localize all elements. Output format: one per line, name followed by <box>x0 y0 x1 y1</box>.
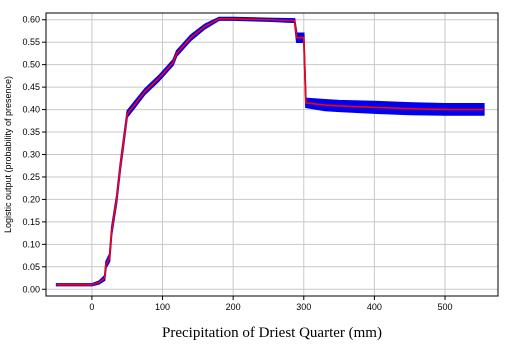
x-tick-label: 200 <box>226 302 241 312</box>
y-tick-label: 0.35 <box>22 127 40 137</box>
y-tick-label: 0.05 <box>22 262 40 272</box>
y-tick-label: 0.60 <box>22 15 40 25</box>
y-tick-label: 0.15 <box>22 217 40 227</box>
mean-line <box>56 18 484 286</box>
y-tick-label: 0.20 <box>22 194 40 204</box>
x-tick-label: 500 <box>438 302 453 312</box>
y-tick-label: 0.50 <box>22 60 40 70</box>
confidence-band <box>55 16 485 287</box>
y-tick-label: 0.00 <box>22 284 40 294</box>
axis-ticks: 0 100 200 300 400 500 0.00 0.05 0.10 0.15 0.20 0.25… <box>22 15 452 312</box>
gridlines <box>46 13 498 296</box>
y-tick-label: 0.25 <box>22 172 40 182</box>
x-tick-label: 300 <box>296 302 311 312</box>
y-tick-label: 0.10 <box>22 239 40 249</box>
y-tick-label: 0.30 <box>22 150 40 160</box>
mean-response-line <box>56 18 484 286</box>
y-axis-label: Logistic output (probability of presence… <box>3 76 13 233</box>
y-tick-label: 0.55 <box>22 37 40 47</box>
band-area <box>55 16 485 287</box>
x-tick-label: 0 <box>89 302 94 312</box>
y-tick-label: 0.45 <box>22 82 40 92</box>
x-tick-label: 400 <box>367 302 382 312</box>
y-tick-label: 0.40 <box>22 105 40 115</box>
x-tick-label: 100 <box>155 302 170 312</box>
x-axis-label: Precipitation of Driest Quarter (mm) <box>162 325 382 341</box>
